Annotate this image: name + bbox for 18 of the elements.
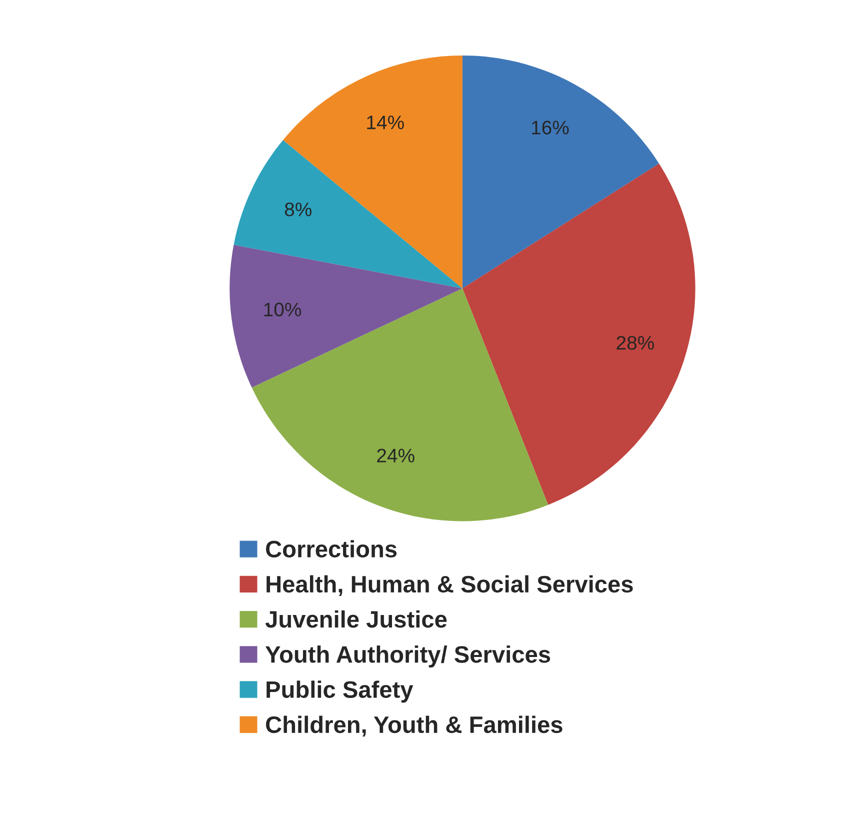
data-label: 28% — [616, 336, 654, 350]
pie-slice — [462, 56, 660, 288]
legend-label: Public Safety — [266, 680, 414, 703]
data-label: 10% — [264, 302, 302, 316]
legend-label: Youth Authority/ Services — [265, 645, 550, 668]
pie-slice — [252, 288, 548, 522]
data-label: 8% — [284, 202, 312, 216]
pie-slice — [230, 244, 462, 388]
legend-label: Corrections — [266, 540, 397, 558]
pie-slice — [283, 56, 462, 288]
data-label: 14% — [367, 116, 404, 130]
legend-label: Juvenile Justice — [265, 610, 447, 628]
data-label: 16% — [532, 120, 569, 134]
data-label: 24% — [377, 448, 414, 462]
pie-slice — [234, 140, 462, 288]
pie-slice — [462, 164, 696, 505]
legend-label: Children, Youth & Families — [266, 716, 562, 737]
legend-label: Health, Human & Social Services — [266, 575, 633, 596]
